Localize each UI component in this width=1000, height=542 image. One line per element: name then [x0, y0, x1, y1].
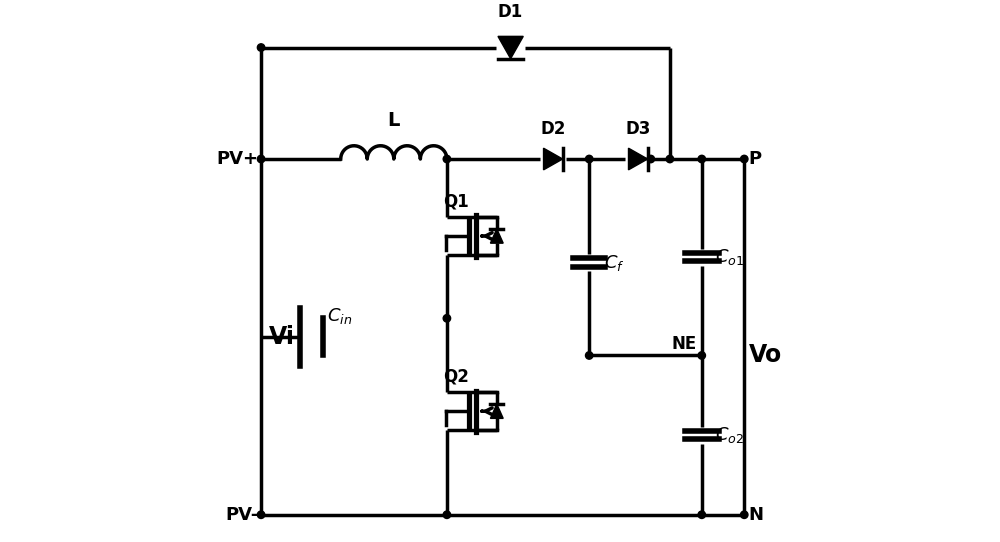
Text: Q2: Q2	[443, 367, 469, 385]
Circle shape	[698, 511, 705, 519]
Text: Vo: Vo	[748, 344, 782, 367]
Circle shape	[698, 352, 705, 359]
Text: $C_{o1}$: $C_{o1}$	[715, 247, 744, 267]
Text: D1: D1	[498, 3, 523, 21]
Circle shape	[257, 156, 265, 163]
Circle shape	[741, 156, 748, 163]
Text: PV-: PV-	[225, 506, 258, 524]
Polygon shape	[490, 404, 503, 418]
Circle shape	[585, 352, 593, 359]
Circle shape	[443, 156, 451, 163]
Polygon shape	[498, 36, 523, 59]
Circle shape	[257, 44, 265, 51]
Text: D2: D2	[540, 120, 566, 138]
Circle shape	[585, 156, 593, 163]
Text: Vi: Vi	[269, 325, 295, 349]
Text: PV+: PV+	[216, 150, 258, 168]
Text: N: N	[748, 506, 763, 524]
Text: L: L	[388, 111, 400, 130]
Polygon shape	[544, 148, 563, 170]
Text: D3: D3	[625, 120, 651, 138]
Text: $C_{in}$: $C_{in}$	[327, 306, 353, 326]
Text: P: P	[748, 150, 762, 168]
Text: Q1: Q1	[443, 192, 469, 210]
Text: $C_f$: $C_f$	[604, 253, 625, 273]
Circle shape	[443, 314, 451, 322]
Circle shape	[698, 156, 705, 163]
Circle shape	[647, 156, 655, 163]
Circle shape	[741, 511, 748, 519]
Text: $C_{o2}$: $C_{o2}$	[715, 425, 744, 445]
Polygon shape	[490, 229, 503, 243]
Circle shape	[443, 511, 451, 519]
Text: NE: NE	[671, 335, 696, 353]
Circle shape	[666, 156, 674, 163]
Polygon shape	[628, 148, 648, 170]
Circle shape	[257, 511, 265, 519]
